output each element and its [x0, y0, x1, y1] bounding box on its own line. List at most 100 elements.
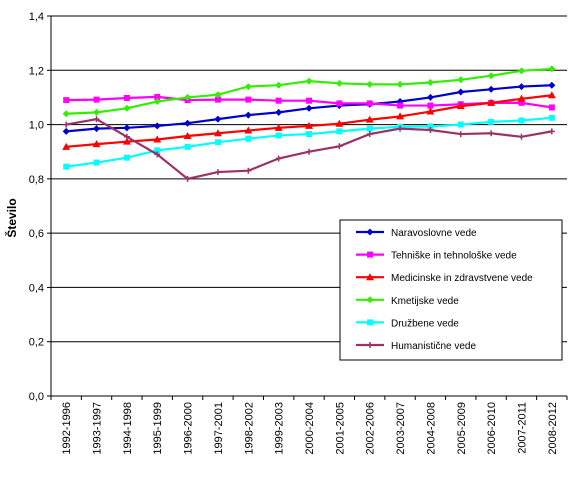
x-tick-label: 1992-1996 — [61, 402, 73, 455]
data-point — [244, 126, 253, 134]
data-point — [367, 251, 373, 258]
data-point — [154, 147, 161, 154]
data-point — [487, 98, 496, 106]
x-tick-label: 2004-2008 — [425, 402, 437, 455]
data-point — [93, 125, 101, 133]
data-point — [547, 91, 556, 99]
x-tick-label: 1997-2001 — [213, 402, 225, 455]
data-point — [123, 104, 131, 112]
data-point — [366, 131, 373, 138]
data-point — [214, 91, 222, 99]
x-tick-label: 2006-2010 — [486, 402, 498, 455]
data-point — [518, 133, 525, 140]
data-point — [548, 128, 555, 135]
data-point — [426, 93, 434, 101]
data-point — [305, 121, 313, 129]
series-tehni-ke-in-tehnolo-ke-vede — [63, 93, 555, 111]
data-point — [245, 167, 252, 174]
legend-label: Medicinske in zdravstvene vede — [391, 273, 533, 284]
x-tick-label: 2000-2004 — [304, 402, 316, 455]
data-point — [184, 93, 192, 101]
data-point — [365, 115, 374, 123]
data-point — [396, 80, 404, 88]
axes: 0,0 0,2 0,4 0,6 0,8 1,0 1,2 1,4 1992-1996 1993-19… — [4, 11, 568, 455]
legend-label: Družbene vede — [391, 318, 459, 329]
legend-label: Kmetijske vede — [391, 296, 459, 307]
data-point — [63, 163, 70, 170]
data-point — [488, 118, 495, 125]
data-point — [367, 319, 373, 326]
data-point — [397, 125, 404, 132]
x-tick-label: 2008-2012 — [547, 402, 559, 455]
data-point — [336, 100, 343, 107]
data-point — [306, 131, 312, 138]
data-point — [427, 123, 434, 130]
legend-label: Tehniške in tehnološke vede — [391, 251, 517, 262]
data-point — [487, 85, 495, 93]
data-point — [275, 81, 283, 89]
legend-label: Naravoslovne vede — [391, 228, 477, 239]
data-point — [275, 132, 282, 139]
x-tick-label: 1995-1999 — [152, 402, 164, 455]
data-point — [427, 127, 434, 133]
data-point — [274, 123, 283, 131]
data-point — [153, 135, 162, 143]
data-point — [153, 122, 161, 130]
data-point — [63, 121, 70, 128]
y-tick-label: 1,2 — [29, 65, 44, 77]
data-point — [305, 77, 313, 85]
data-point — [93, 108, 101, 116]
series-kmetijske-vede — [62, 65, 556, 118]
data-point — [336, 143, 343, 150]
data-point — [154, 93, 161, 100]
data-point — [93, 96, 100, 103]
y-tick-label: 0,8 — [29, 174, 44, 186]
data-point — [245, 96, 252, 103]
data-point — [517, 83, 525, 91]
data-point — [184, 175, 191, 182]
data-point — [62, 142, 71, 150]
series-lines — [62, 65, 556, 182]
data-point — [123, 133, 130, 140]
data-point — [305, 104, 313, 112]
data-point — [92, 140, 101, 148]
legend: Naravoslovne vede Tehniške in tehnološke … — [339, 219, 563, 361]
data-point — [153, 98, 161, 105]
data-point — [426, 107, 435, 115]
data-point — [244, 83, 252, 91]
data-point — [335, 79, 343, 87]
data-point — [306, 148, 312, 155]
data-point — [275, 108, 283, 116]
data-point — [184, 143, 191, 150]
legend-box — [339, 219, 563, 361]
x-tick-label: 1993-1997 — [92, 402, 104, 455]
data-point — [457, 131, 464, 138]
data-point — [366, 80, 374, 88]
data-point — [487, 72, 495, 80]
data-point — [154, 151, 161, 158]
data-point — [366, 296, 374, 304]
x-tick-label: 1996-2000 — [183, 402, 195, 455]
x-tick-label: 2002-2006 — [365, 402, 377, 455]
legend-item: Tehniške in tehnološke vede — [356, 251, 517, 262]
data-point — [123, 154, 130, 161]
x-tick-label: 1998-2002 — [243, 402, 255, 455]
data-point — [306, 97, 312, 104]
data-point — [366, 273, 374, 281]
data-point — [367, 342, 373, 348]
data-point — [366, 100, 373, 107]
data-point — [214, 139, 221, 146]
data-point — [63, 97, 70, 104]
data-point — [275, 155, 282, 162]
y-axis-title: Število — [4, 198, 19, 237]
data-point — [245, 135, 252, 142]
data-point — [62, 127, 70, 135]
data-point — [488, 130, 495, 137]
data-point — [548, 104, 555, 111]
y-tick-label: 0,0 — [29, 391, 44, 403]
x-tick-label: 2005-2009 — [456, 402, 468, 455]
data-point — [456, 102, 465, 110]
data-point — [457, 88, 465, 96]
